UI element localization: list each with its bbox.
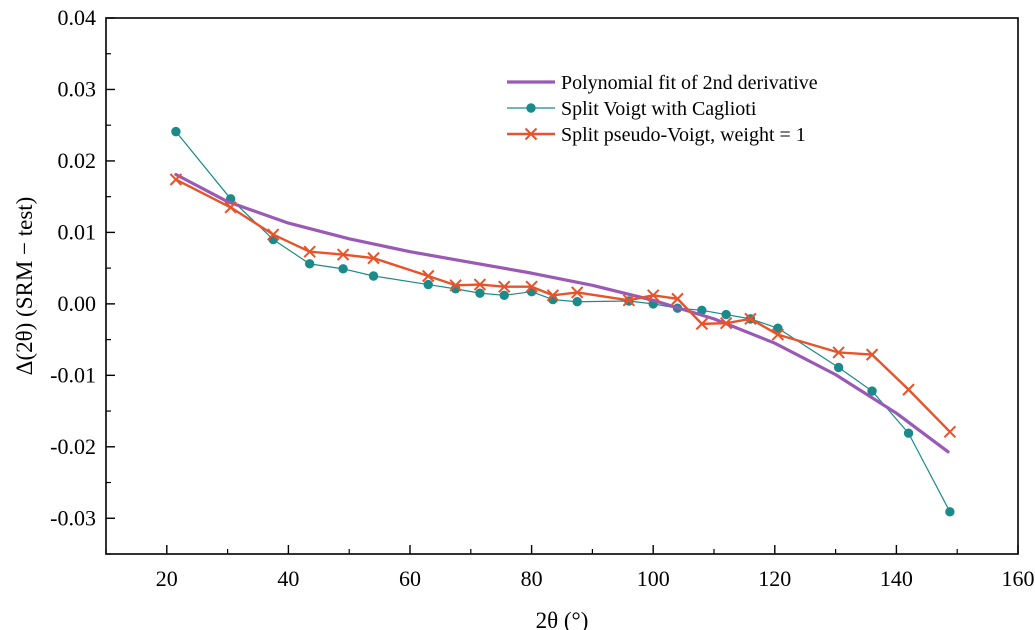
legend-entry: Split pseudo-Voigt, weight = 1 xyxy=(507,124,806,146)
data-point xyxy=(304,259,315,269)
data-point xyxy=(832,346,845,359)
legend: Polynomial fit of 2nd derivative Split Vo… xyxy=(507,72,818,146)
data-point xyxy=(771,328,785,341)
data-point xyxy=(338,264,348,274)
legend-entry: Split Voigt with Caglioti xyxy=(507,98,757,120)
series-2 xyxy=(171,126,955,517)
x-tick-label: 120 xyxy=(758,566,791,591)
y-tick-label: -0.02 xyxy=(50,434,96,459)
x-tick-label: 40 xyxy=(277,566,299,591)
data-point xyxy=(475,288,485,298)
data-point xyxy=(525,280,538,293)
y-tick-label: 0.00 xyxy=(58,291,97,316)
series-line xyxy=(174,172,950,454)
legend-label: Split pseudo-Voigt, weight = 1 xyxy=(561,124,806,146)
y-tick-label: -0.03 xyxy=(50,505,96,530)
data-point xyxy=(499,290,509,300)
x-axis: 20 40 60 80 100 120 140 160 xyxy=(105,545,1035,591)
data-point xyxy=(266,228,280,241)
data-point xyxy=(473,278,487,291)
series-layer xyxy=(169,126,957,517)
y-tick-label: 0.04 xyxy=(58,5,97,30)
data-point xyxy=(622,294,636,307)
legend-marker xyxy=(524,127,538,141)
data-point xyxy=(498,280,511,293)
series-line xyxy=(174,178,952,433)
data-point xyxy=(572,297,582,307)
data-point xyxy=(671,292,684,306)
x-tick-label: 140 xyxy=(880,566,913,591)
x-axis-title: 2θ (°) xyxy=(536,608,589,630)
legend-label: Split Voigt with Caglioti xyxy=(561,98,757,120)
data-point xyxy=(945,507,955,517)
data-point xyxy=(367,251,380,265)
data-point xyxy=(169,173,183,186)
data-point xyxy=(903,428,914,438)
data-point xyxy=(721,309,731,320)
y-axis: -0.03 -0.02 -0.01 0.00 0.01 0.02 0.03 0.04 xyxy=(50,5,115,555)
legend-entry: Polynomial fit of 2nd derivative xyxy=(507,72,818,94)
y-tick-label: -0.01 xyxy=(50,362,96,387)
data-point xyxy=(744,312,757,326)
data-point xyxy=(773,323,783,333)
y-axis-title: Δ(2θ) (SRM − test) xyxy=(12,197,37,376)
y-tick-label: 0.01 xyxy=(58,219,97,244)
data-point xyxy=(224,201,237,214)
x-tick-label: 80 xyxy=(521,566,543,591)
plot-frame xyxy=(105,17,1019,555)
x-tick-label: 160 xyxy=(1002,566,1035,591)
legend-label: Polynomial fit of 2nd derivative xyxy=(561,72,818,94)
data-point xyxy=(171,126,181,137)
data-point xyxy=(695,317,709,331)
series-1 xyxy=(174,172,950,454)
data-point xyxy=(449,279,462,292)
y-tick-label: 0.02 xyxy=(58,148,97,173)
x-tick-label: 60 xyxy=(399,566,421,591)
data-point xyxy=(368,271,379,281)
data-point xyxy=(943,425,957,438)
data-point xyxy=(570,286,584,299)
x-tick-label: 100 xyxy=(637,566,670,591)
data-point xyxy=(865,348,879,361)
data-point xyxy=(646,289,660,302)
x-tick-label: 20 xyxy=(156,566,178,591)
data-point xyxy=(719,316,733,330)
data-point xyxy=(902,383,915,396)
data-point xyxy=(336,248,350,261)
data-point xyxy=(546,289,560,302)
series-line xyxy=(175,131,951,513)
data-point xyxy=(867,386,877,396)
series-3 xyxy=(169,173,957,438)
y-tick-label: 0.03 xyxy=(58,76,97,101)
data-point xyxy=(303,245,316,258)
legend-marker xyxy=(526,103,536,113)
data-point xyxy=(423,279,433,290)
data-point xyxy=(833,362,844,373)
data-point xyxy=(422,269,435,283)
